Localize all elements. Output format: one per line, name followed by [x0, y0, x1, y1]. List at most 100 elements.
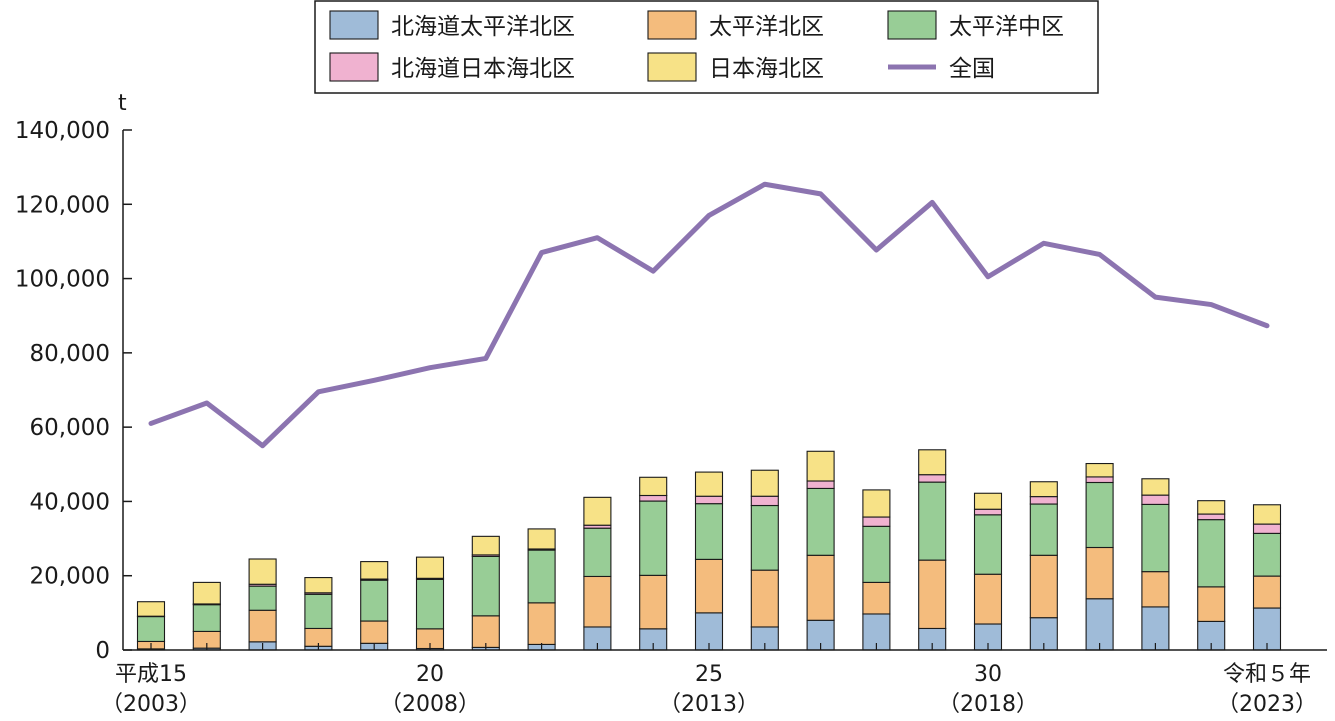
bar-segment: [694, 558, 724, 614]
legend-swatch: [329, 10, 379, 40]
bar-segment: [471, 535, 500, 556]
bar-segment: [1252, 523, 1282, 534]
bar-segment: [694, 471, 724, 497]
y-tick-label: 20,000: [30, 564, 110, 590]
bar-segment: [750, 469, 779, 497]
bar-stack: [136, 601, 166, 651]
legend-swatch: [329, 52, 379, 82]
bar-segment: [1029, 554, 1058, 619]
line-series-national: [148, 181, 1270, 449]
x-tick-label-year: （2023）: [1217, 692, 1317, 717]
bar-segment: [1085, 462, 1114, 478]
bar-segment: [862, 489, 891, 518]
bar-segment: [918, 481, 947, 561]
bar-stack: [1141, 478, 1170, 651]
bar-segment: [471, 555, 500, 617]
bar-segment: [1141, 606, 1170, 651]
bar-segment: [750, 495, 779, 507]
bar-segment: [304, 593, 333, 630]
bar-segment: [1029, 481, 1058, 498]
bar-segment: [750, 569, 779, 628]
y-tick-label: 60,000: [30, 415, 110, 441]
bar-stack: [192, 581, 221, 651]
bar-stack: [360, 561, 389, 651]
bar-stack: [248, 558, 277, 651]
x-tick-label-year: （2013）: [659, 692, 759, 717]
y-axis-unit: t: [118, 91, 127, 116]
bar-segment: [415, 578, 445, 630]
bar-segment: [248, 558, 277, 585]
bar-segment: [248, 609, 277, 643]
bar-stack: [583, 496, 612, 651]
legend-label: 日本海北区: [709, 56, 824, 82]
bar-segment: [639, 500, 668, 576]
bar-segment: [694, 495, 724, 505]
bar-segment: [1141, 571, 1170, 608]
bar-segment: [806, 450, 835, 482]
y-tick-label: 100,000: [15, 267, 110, 293]
bar-segment: [806, 554, 835, 621]
bar-stack: [806, 450, 835, 651]
bar-segment: [1029, 503, 1058, 556]
y-tick-label: 140,000: [15, 118, 110, 144]
bar-segment: [527, 602, 556, 645]
bar-segment: [1141, 494, 1170, 505]
x-tick-label: 令和５年: [1223, 662, 1311, 687]
bar-segment: [1029, 496, 1058, 505]
legend-label: 北海道太平洋北区: [391, 14, 575, 40]
bar-segment: [527, 549, 556, 604]
bar-segment: [1085, 546, 1114, 600]
bar-segment: [136, 601, 166, 617]
bar-segment: [1197, 500, 1226, 515]
bar-segment: [1197, 513, 1226, 521]
x-tick-label-year: （2008）: [380, 692, 480, 717]
bar-segment: [248, 585, 277, 611]
bar-segment: [527, 528, 556, 550]
bar-segment: [973, 514, 1003, 575]
bar-segment: [806, 480, 835, 489]
bar-segment: [918, 559, 947, 630]
bar-segment: [1252, 532, 1282, 577]
bar-segment: [360, 579, 389, 622]
bar-segment: [639, 574, 668, 630]
bar-stack: [639, 476, 668, 651]
bar-segment: [639, 476, 668, 497]
bar-segment: [360, 620, 389, 644]
legend-swatch: [887, 10, 937, 40]
bar-stack: [862, 489, 891, 651]
x-tick-label-year: （2018）: [938, 692, 1038, 717]
legend-label: 太平洋北区: [709, 14, 824, 40]
bar-segment: [1085, 598, 1114, 651]
bar-segment: [862, 516, 891, 527]
bar-segment: [1085, 481, 1114, 549]
legend-swatch: [647, 10, 697, 40]
bar-segment: [415, 556, 445, 579]
bar-stack: [527, 528, 556, 651]
bar-stack: [471, 535, 500, 651]
bar-stack: [1029, 481, 1058, 651]
bar-stack: [973, 492, 1003, 651]
x-tick-label-year: （2003）: [101, 692, 201, 717]
bar-stack: [415, 556, 445, 651]
x-tick-label: 30: [974, 662, 1002, 687]
bar-segment: [862, 581, 891, 615]
bar-segment: [583, 527, 612, 578]
bar-segment: [1252, 575, 1282, 609]
bar-segment: [304, 577, 333, 594]
bar-segment: [918, 474, 947, 483]
bar-segment: [694, 503, 724, 560]
y-tick-label: 40,000: [30, 489, 110, 515]
bar-stack: [918, 449, 947, 651]
legend-label: 太平洋中区: [949, 14, 1064, 40]
bar-stack: [1252, 504, 1282, 651]
x-tick-label: 25: [695, 662, 723, 687]
bar-segment: [973, 492, 1003, 510]
bar-stack: [1197, 500, 1226, 651]
y-tick-label: 120,000: [15, 192, 110, 218]
bar-segment: [1197, 519, 1226, 588]
bar-segment: [1252, 504, 1282, 525]
bar-segment: [750, 504, 779, 571]
bar-segment: [1085, 476, 1114, 484]
bar-segment: [639, 494, 668, 502]
